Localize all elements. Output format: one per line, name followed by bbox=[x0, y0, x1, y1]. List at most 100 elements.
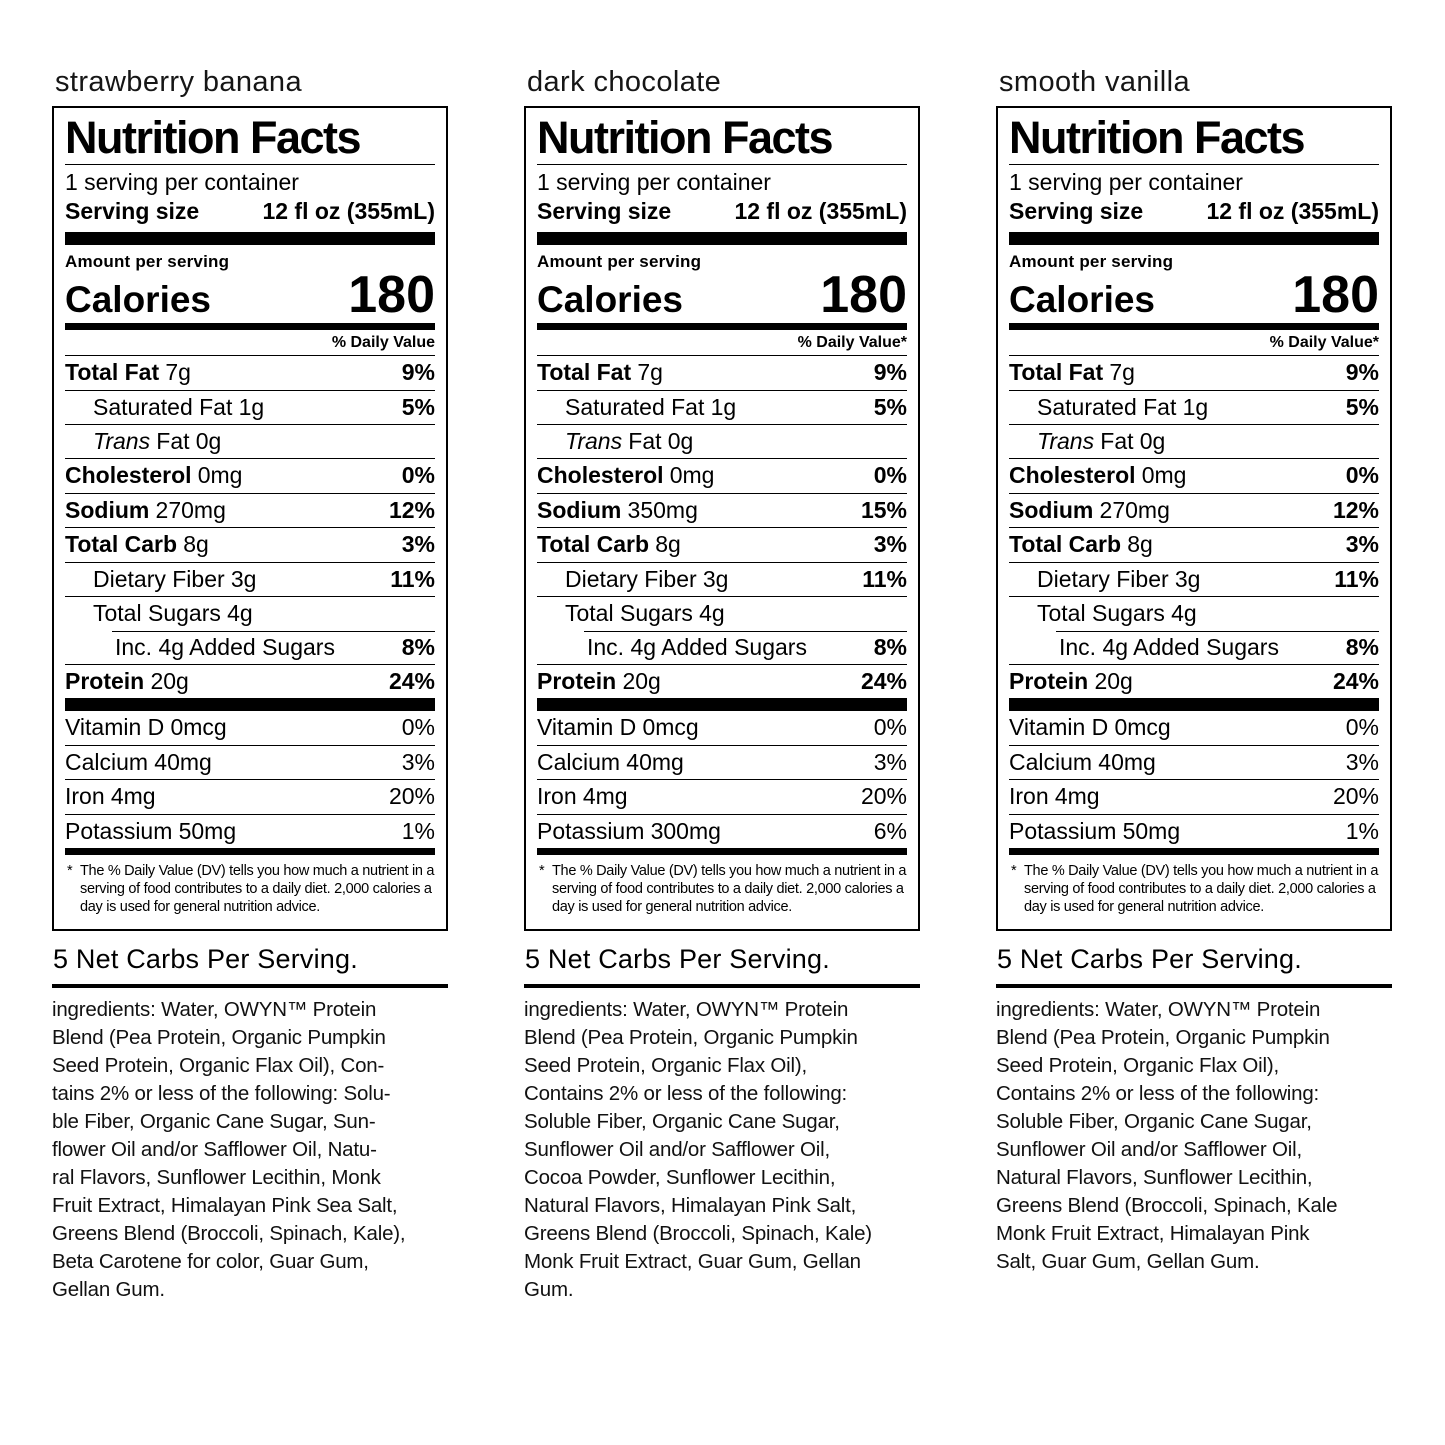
amount-per-serving-label: Amount per serving bbox=[1009, 252, 1174, 272]
nutrient-daily-value: 15% bbox=[860, 496, 907, 523]
nutrient-row: Cholesterol 0mg 0% bbox=[65, 458, 435, 492]
calories-value: 180 bbox=[820, 266, 907, 325]
nutrient-name: Inc. 4g Added Sugars bbox=[115, 633, 335, 660]
calories-label: Calories bbox=[1009, 278, 1156, 320]
divider bbox=[52, 983, 448, 988]
nutrient-name: Inc. 4g Added Sugars bbox=[587, 633, 807, 660]
vitamin-name: Vitamin D 0mcg bbox=[537, 714, 699, 741]
vitamin-daily-value: 6% bbox=[873, 817, 907, 844]
footnote-asterisk: * bbox=[67, 863, 73, 880]
nutrient-daily-value: 8% bbox=[873, 633, 907, 660]
divider-bar bbox=[537, 698, 907, 712]
vitamin-row: Iron 4mg 20% bbox=[65, 779, 435, 813]
nutrient-name: Protein 20g bbox=[1009, 668, 1133, 695]
nutrient-name: Total Carb 8g bbox=[537, 531, 681, 558]
vitamin-daily-value: 3% bbox=[401, 748, 435, 775]
nutrient-daily-value: 9% bbox=[401, 359, 435, 386]
nutrient-row: Dietary Fiber 3g 11% bbox=[65, 561, 435, 596]
nutrition-facts-panel: Nutrition Facts 1 serving per container … bbox=[52, 106, 448, 931]
vitamin-name: Calcium 40mg bbox=[65, 748, 212, 775]
nutrient-row: Inc. 4g Added Sugars 8% bbox=[1009, 630, 1379, 664]
divider-bar bbox=[65, 698, 435, 712]
net-carbs-callout: 5 Net Carbs Per Serving. bbox=[53, 943, 358, 974]
ingredients-text: ingredients: Water, OWYN™ Protein Blend … bbox=[996, 997, 1338, 1273]
nutrient-row: Trans Fat 0g bbox=[537, 423, 907, 458]
serving-size-value: 12 fl oz (355mL) bbox=[262, 198, 435, 225]
vitamin-row: Potassium 50mg 1% bbox=[65, 813, 435, 848]
vitamin-daily-value: 20% bbox=[1332, 783, 1379, 810]
nutrient-row: Trans Fat 0g bbox=[1009, 423, 1379, 458]
nutrient-name: Total Fat 7g bbox=[537, 359, 663, 386]
nutrient-name: Saturated Fat 1g bbox=[1037, 393, 1209, 420]
serving-size-value: 12 fl oz (355mL) bbox=[734, 198, 907, 225]
serving-size-label: Serving size bbox=[65, 198, 200, 225]
nutrient-name: Total Sugars 4g bbox=[1037, 600, 1197, 627]
nutrient-name: Total Carb 8g bbox=[65, 531, 209, 558]
divider-bar bbox=[65, 323, 435, 331]
vitamin-name: Iron 4mg bbox=[65, 783, 156, 810]
nutrient-row: Trans Fat 0g bbox=[65, 423, 435, 458]
vitamin-row: Calcium 40mg 3% bbox=[537, 744, 907, 779]
vitamin-daily-value: 0% bbox=[401, 714, 435, 741]
footnote-asterisk: * bbox=[539, 863, 545, 880]
calories-value: 180 bbox=[1292, 266, 1379, 325]
nutrient-name: Protein 20g bbox=[65, 668, 189, 695]
label-column-smooth-vanilla: smooth vanilla Nutrition Facts 1 serving… bbox=[996, 68, 1392, 1304]
nutrient-name: Total Fat 7g bbox=[65, 359, 191, 386]
nutrition-facts-panel: Nutrition Facts 1 serving per container … bbox=[996, 106, 1392, 931]
vitamin-name: Potassium 50mg bbox=[1009, 817, 1181, 844]
nutrient-daily-value: 0% bbox=[401, 462, 435, 489]
vitamin-row: Vitamin D 0mcg 0% bbox=[1009, 711, 1379, 744]
nutrient-row: Cholesterol 0mg 0% bbox=[1009, 458, 1379, 492]
vitamin-daily-value: 3% bbox=[1345, 748, 1379, 775]
serving-size-row: Serving size 12 fl oz (355mL) bbox=[1009, 198, 1379, 225]
nutrient-daily-value: 3% bbox=[1345, 531, 1379, 558]
servings-per-container: 1 serving per container bbox=[1009, 168, 1243, 195]
nutrient-name: Protein 20g bbox=[537, 668, 661, 695]
vitamin-row: Vitamin D 0mcg 0% bbox=[537, 711, 907, 744]
nutrient-name: Trans Fat 0g bbox=[1037, 427, 1166, 454]
nutrient-daily-value: 24% bbox=[388, 668, 435, 695]
nutrient-row: Protein 20g 24% bbox=[537, 664, 907, 698]
vitamin-daily-value: 0% bbox=[873, 714, 907, 741]
nutrient-row: Cholesterol 0mg 0% bbox=[537, 458, 907, 492]
nutrition-labels-row: strawberry banana Nutrition Facts 1 serv… bbox=[52, 68, 1392, 1304]
nutrient-daily-value: 5% bbox=[873, 393, 907, 420]
vitamin-name: Calcium 40mg bbox=[537, 748, 684, 775]
nutrient-name: Total Sugars 4g bbox=[565, 600, 725, 627]
vitamin-name: Vitamin D 0mcg bbox=[65, 714, 227, 741]
nutrient-daily-value: 9% bbox=[1345, 359, 1379, 386]
nutrient-name: Cholesterol 0mg bbox=[1009, 462, 1187, 489]
nutrient-row: Saturated Fat 1g 5% bbox=[65, 389, 435, 424]
serving-size-label: Serving size bbox=[537, 198, 672, 225]
vitamin-rows: Vitamin D 0mcg 0% Calcium 40mg 3% Iron 4mg 20%… bbox=[537, 711, 907, 848]
nutrient-row: Inc. 4g Added Sugars 8% bbox=[537, 630, 907, 664]
nutrient-daily-value: 8% bbox=[401, 633, 435, 660]
nutrient-daily-value: 3% bbox=[401, 531, 435, 558]
nutrient-name: Sodium 270mg bbox=[65, 496, 226, 523]
label-column-strawberry-banana: strawberry banana Nutrition Facts 1 serv… bbox=[52, 68, 448, 1304]
nutrition-facts-title: Nutrition Facts bbox=[65, 112, 362, 163]
amount-per-serving-label: Amount per serving bbox=[65, 252, 230, 272]
vitamin-rows: Vitamin D 0mcg 0% Calcium 40mg 3% Iron 4mg 20%… bbox=[1009, 711, 1379, 848]
calories-row: Calories 180 bbox=[537, 266, 907, 325]
servings-per-container: 1 serving per container bbox=[537, 168, 771, 195]
nutrient-row: Sodium 350mg 15% bbox=[537, 492, 907, 527]
vitamin-daily-value: 20% bbox=[860, 783, 907, 810]
daily-value-footnote: * The % Daily Value (DV) tells you how mu… bbox=[1011, 863, 1379, 916]
vitamin-daily-value: 1% bbox=[401, 817, 435, 844]
vitamin-row: Iron 4mg 20% bbox=[1009, 779, 1379, 813]
nutrient-name: Sodium 270mg bbox=[1009, 496, 1170, 523]
flavor-title: strawberry banana bbox=[55, 66, 302, 98]
amount-per-serving-label: Amount per serving bbox=[537, 252, 702, 272]
nutrient-row: Total Fat 7g 9% bbox=[1009, 355, 1379, 389]
serving-size-label: Serving size bbox=[1009, 198, 1144, 225]
calories-label: Calories bbox=[537, 278, 684, 320]
nutrient-row: Total Fat 7g 9% bbox=[537, 355, 907, 389]
serving-size-value: 12 fl oz (355mL) bbox=[1206, 198, 1379, 225]
nutrient-daily-value: 11% bbox=[1334, 565, 1379, 592]
vitamin-daily-value: 1% bbox=[1345, 817, 1379, 844]
nutrient-row: Total Carb 8g 3% bbox=[65, 527, 435, 561]
divider-bar bbox=[537, 232, 907, 246]
serving-size-row: Serving size 12 fl oz (355mL) bbox=[65, 198, 435, 225]
